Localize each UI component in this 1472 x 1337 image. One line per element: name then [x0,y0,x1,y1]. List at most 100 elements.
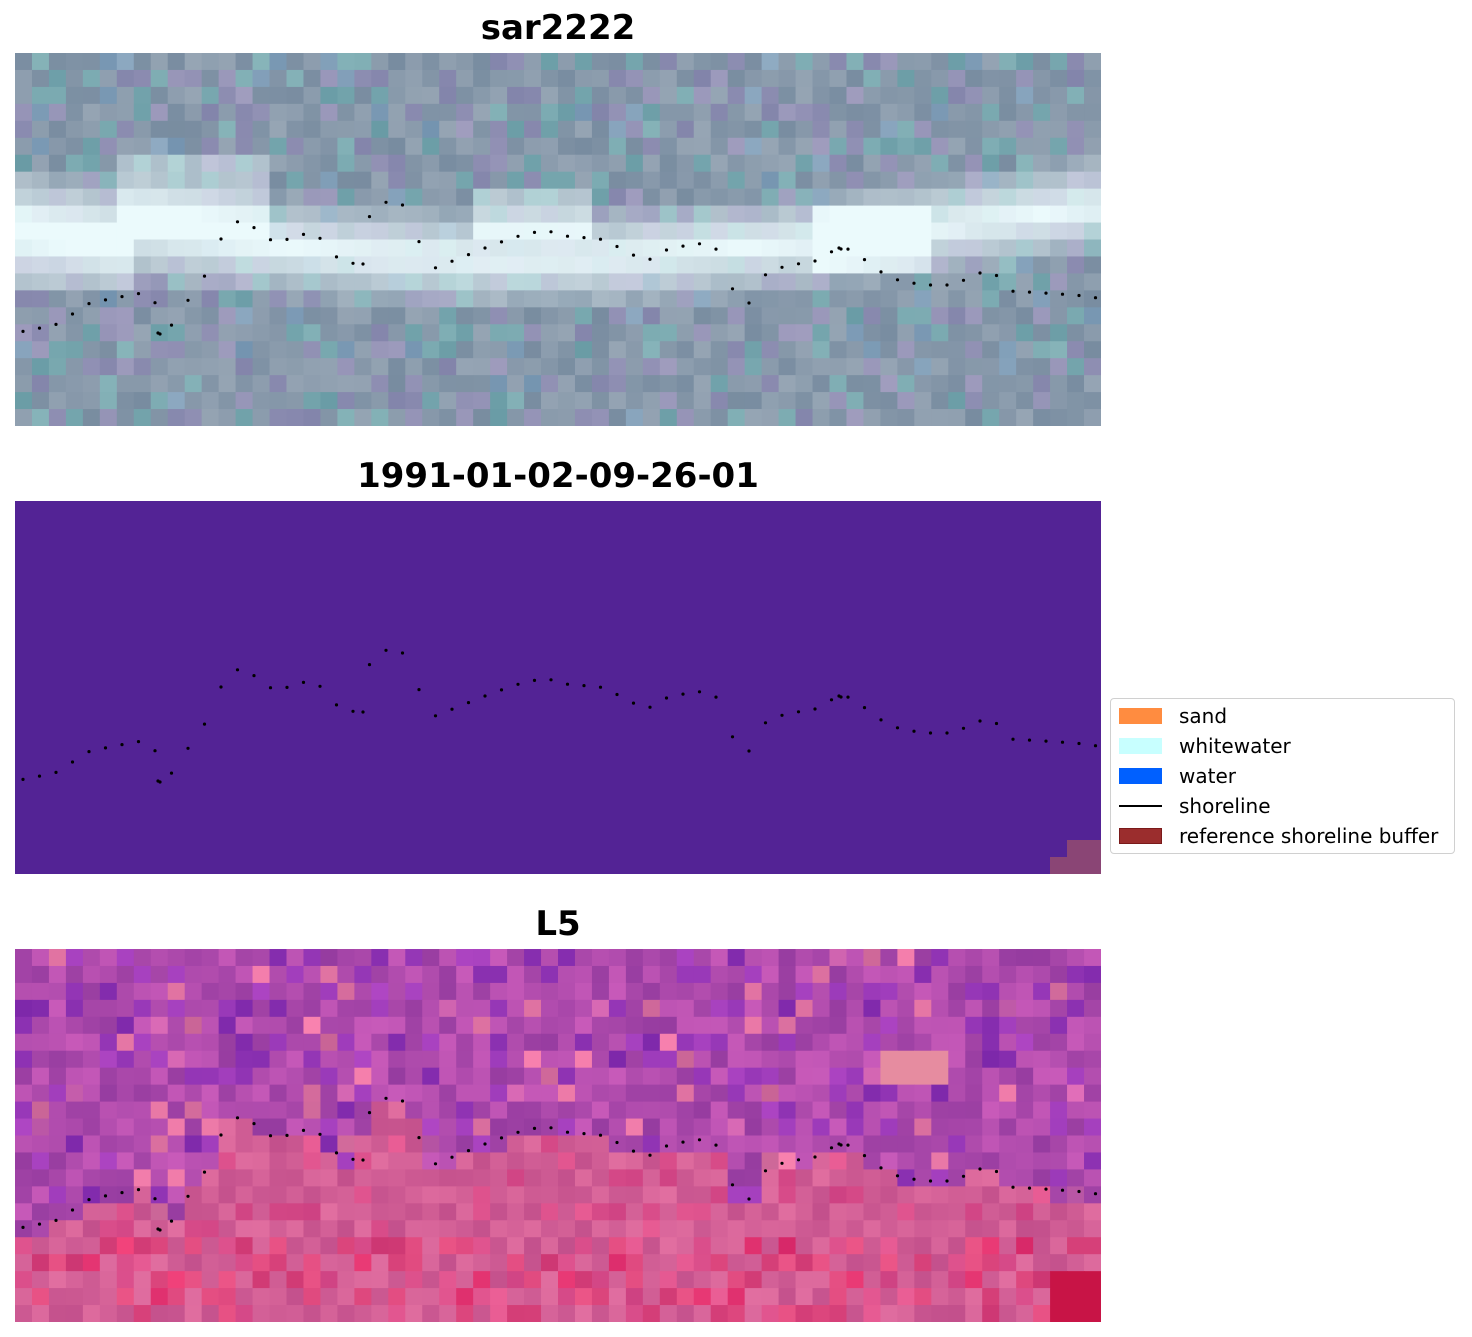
shoreline-point [549,678,553,682]
shoreline-point [1077,1189,1081,1194]
shoreline-point [763,1169,768,1173]
shoreline-point [516,234,520,238]
shoreline-point [1093,744,1098,748]
shoreline-point [361,710,365,714]
shoreline-point [153,301,157,305]
shoreline-point [169,323,174,327]
shoreline-point [648,1153,652,1157]
panel-title-sar: sar2222 [480,8,636,48]
shoreline-point [21,329,25,333]
legend-item-shoreline: shoreline [1119,793,1271,819]
shoreline-point [186,1194,190,1198]
shoreline-point [697,242,702,246]
shoreline-point [301,232,306,236]
shoreline-point [1027,290,1032,294]
shoreline-point [466,253,471,257]
shoreline-point [252,1122,256,1126]
water-swatch [1119,768,1162,784]
shoreline-point [928,731,933,735]
shoreline-point [103,298,108,302]
shoreline-point [1027,738,1032,742]
shoreline-point [417,240,421,244]
shoreline-point [1077,293,1081,298]
shoreline-point [615,692,619,697]
legend-label-shoreline: shoreline [1179,794,1271,818]
shoreline-point [483,694,487,698]
shoreline-point [1027,1186,1032,1190]
legend-label-whitewater: whitewater [1179,734,1291,758]
shoreline-point [747,1197,751,1201]
shoreline-point [615,244,619,249]
shoreline-point [400,203,405,207]
shoreline-point [87,302,91,306]
shoreline-point [351,709,355,713]
shoreline-point [499,240,504,244]
shoreline-point [158,780,162,784]
shoreline-point [136,292,141,296]
shoreline-point [499,1136,504,1140]
shoreline-point [730,1183,735,1187]
shoreline-point [813,259,817,263]
shoreline-point [945,1179,949,1183]
shoreline-point [648,257,652,261]
classification-image-panel [15,501,1101,874]
shoreline-point [829,698,834,702]
shoreline-point [714,247,718,251]
shoreline-point [136,1188,141,1192]
shoreline-point [268,1134,273,1138]
shoreline-point [70,1208,75,1212]
shoreline-point [714,695,718,699]
shoreline-point [219,1133,223,1137]
shoreline-point [565,234,570,238]
legend: sand whitewater water shoreline referenc… [1110,698,1455,854]
reference-shoreline-buffer [1050,857,1067,874]
shoreline-point [747,749,751,753]
shoreline-point [318,1132,322,1136]
shoreline-point [433,714,438,718]
shoreline-point [186,746,190,750]
shoreline-point [120,743,124,747]
shoreline-point [697,690,702,694]
shoreline-point [1060,292,1065,296]
shoreline-point [252,226,256,230]
shoreline-point [730,735,735,739]
shoreline-point [499,688,504,692]
shoreline-point [202,1170,207,1174]
shoreline-point [21,777,25,781]
shoreline-point [681,244,685,248]
shoreline-point [483,246,487,250]
shoreline-point [598,237,603,241]
shoreline-point [945,283,949,287]
legend-item-whitewater: whitewater [1119,733,1291,759]
shoreline-point [301,1128,306,1132]
legend-label-water: water [1179,764,1236,788]
reference-shoreline-buffer [1067,840,1101,874]
shoreline-point [252,674,256,678]
shoreline-point [219,685,223,689]
shoreline-point [994,273,999,278]
shoreline-point [136,740,141,744]
sand-swatch [1119,708,1162,724]
shoreline-point [862,258,867,262]
legend-item-buffer: reference shoreline buffer [1119,823,1438,849]
shoreline-point [351,1157,355,1161]
shoreline-point [664,1144,669,1148]
shoreline-point [37,774,42,778]
landsat-image-panel [15,949,1101,1322]
shoreline-point [839,1143,843,1147]
shoreline-point [361,1158,365,1162]
shoreline-point [532,230,537,234]
shoreline-point [158,1228,162,1232]
legend-item-water: water [1119,763,1236,789]
shoreline-point [186,298,190,302]
shoreline-point [169,771,174,775]
shoreline-point [268,238,273,242]
sar-image [15,53,1101,426]
shoreline-point [54,322,58,326]
shoreline-point [994,721,999,726]
shoreline-point [334,1151,339,1155]
shoreline-point [202,274,207,278]
shoreline-point [813,1155,817,1159]
shoreline-point [912,729,916,733]
panel-title-landsat: L5 [535,904,581,944]
